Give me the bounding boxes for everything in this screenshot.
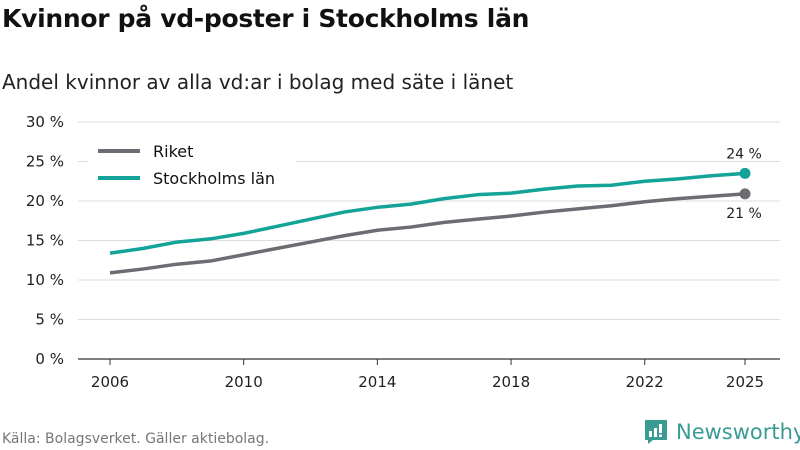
end-point-marker [739,188,751,200]
end-value-label: 21 % [726,206,762,222]
end-value-label: 24 % [726,146,762,162]
chart-title: Kvinnor på vd-poster i Stockholms län [2,4,530,33]
y-tick-label: 10 % [26,271,64,289]
x-tick-label: 2018 [492,373,530,391]
x-tick-label: 2022 [626,373,664,391]
x-tick-label: 2006 [91,373,129,391]
y-tick-label: 15 % [26,232,64,250]
chart-subtitle: Andel kvinnor av alla vd:ar i bolag med … [2,70,514,94]
brand-name: Newsworthy [676,420,800,444]
y-tick-label: 5 % [35,311,64,329]
y-tick-label: 20 % [26,192,64,210]
y-tick-label: 0 % [35,350,64,368]
y-tick-label: 30 % [26,113,64,131]
legend-background [88,137,296,193]
logo-icon [645,420,667,444]
legend-label: Stockholms län [153,169,275,188]
source-note: Källa: Bolagsverket. Gäller aktiebolag. [2,431,270,447]
x-tick-label: 2010 [225,373,263,391]
series-line-riket [109,192,746,275]
end-point-marker [739,167,751,179]
series-line-stockholm [109,171,746,255]
newsworthy-logo: Newsworthy [644,419,800,445]
legend-label: Riket [153,142,193,161]
x-tick-label: 2025 [726,373,764,391]
y-tick-label: 25 % [26,153,64,171]
x-tick-label: 2014 [358,373,396,391]
